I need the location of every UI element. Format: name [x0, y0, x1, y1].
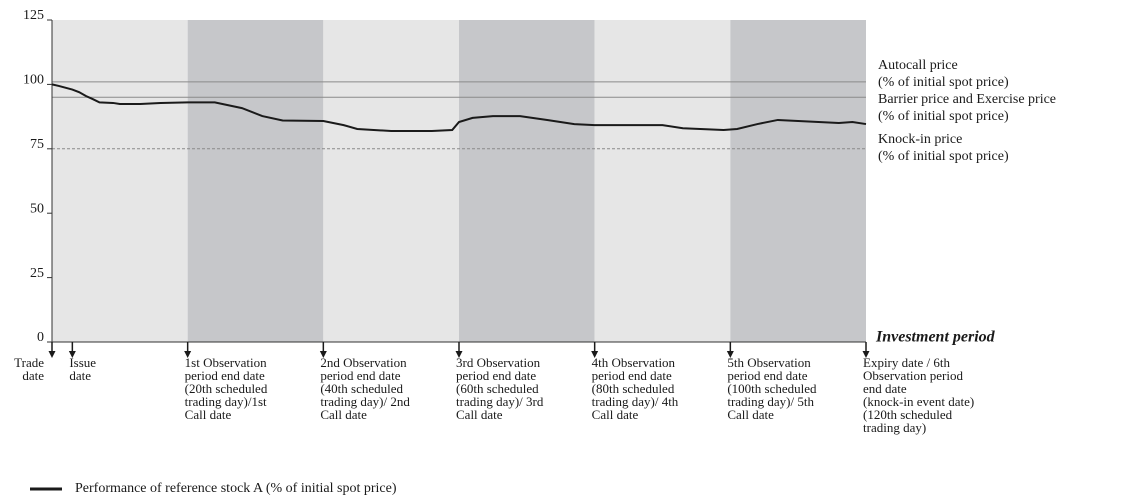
event-label: Observation period	[863, 368, 964, 383]
y-tick-label: 25	[30, 266, 44, 281]
event-label: trading day)/ 3rd	[456, 394, 544, 409]
reference-label: Barrier price and Exercise price	[878, 92, 1056, 107]
y-tick-label: 100	[23, 73, 44, 88]
event-label: period end date	[320, 368, 400, 383]
event-label: Call date	[456, 407, 503, 422]
event-label: 3rd Observation	[456, 355, 541, 370]
period-band	[730, 20, 866, 342]
reference-label: (% of initial spot price)	[878, 109, 1009, 124]
event-arrow-head	[48, 351, 56, 358]
reference-label: (% of initial spot price)	[878, 149, 1009, 164]
y-tick-label: 0	[37, 330, 44, 345]
legend-label: Performance of reference stock A (% of i…	[75, 481, 397, 496]
event-label: trading day)	[863, 420, 926, 435]
event-arrow-head	[68, 351, 76, 358]
event-arrow-head	[591, 351, 599, 358]
reference-label: Knock-in price	[878, 132, 962, 147]
period-band	[594, 20, 731, 342]
event-label: trading day)/ 4th	[592, 394, 679, 409]
event-label: period end date	[456, 368, 536, 383]
event-label: Call date	[592, 407, 639, 422]
event-label: (120th scheduled	[863, 407, 953, 422]
series-line	[51, 83, 867, 133]
period-band	[52, 20, 188, 342]
y-tick-label: 50	[30, 201, 44, 216]
event-label: Expiry date / 6th	[863, 355, 951, 370]
event-label: date	[22, 368, 44, 383]
event-label: Call date	[320, 407, 367, 422]
event-label: Issue	[69, 355, 96, 370]
event-label: trading day)/ 2nd	[320, 394, 410, 409]
reference-label: (% of initial spot price)	[878, 75, 1009, 90]
event-label: Call date	[185, 407, 232, 422]
event-label: Call date	[727, 407, 774, 422]
y-tick-label: 75	[30, 137, 44, 152]
event-label: period end date	[185, 368, 265, 383]
event-arrow-head	[455, 351, 463, 358]
event-arrow-head	[726, 351, 734, 358]
event-label: end date	[863, 381, 907, 396]
event-label: 2nd Observation	[320, 355, 407, 370]
event-label: 5th Observation	[727, 355, 811, 370]
period-band	[459, 20, 595, 342]
event-label: date	[69, 368, 91, 383]
event-label: (80th scheduled	[592, 381, 675, 396]
event-label: (60th scheduled	[456, 381, 539, 396]
event-label: period end date	[727, 368, 807, 383]
event-label: trading day)/1st	[185, 394, 267, 409]
event-arrow-head	[319, 351, 327, 358]
event-label: (20th scheduled	[185, 381, 268, 396]
event-label: (40th scheduled	[320, 381, 403, 396]
x-axis-label: Investment period	[875, 329, 996, 346]
period-band	[187, 20, 324, 342]
event-label: trading day)/ 5th	[727, 394, 814, 409]
event-label: period end date	[592, 368, 672, 383]
reference-label: Autocall price	[878, 58, 958, 73]
y-tick-label: 125	[23, 8, 44, 23]
event-arrow-head	[862, 351, 870, 358]
event-label: (knock-in event date)	[863, 394, 974, 409]
period-band	[323, 20, 459, 342]
event-arrow-head	[184, 351, 192, 358]
event-label: (100th scheduled	[727, 381, 817, 396]
event-label: 1st Observation	[185, 355, 267, 370]
event-label: Trade	[14, 355, 44, 370]
event-label: 4th Observation	[592, 355, 676, 370]
